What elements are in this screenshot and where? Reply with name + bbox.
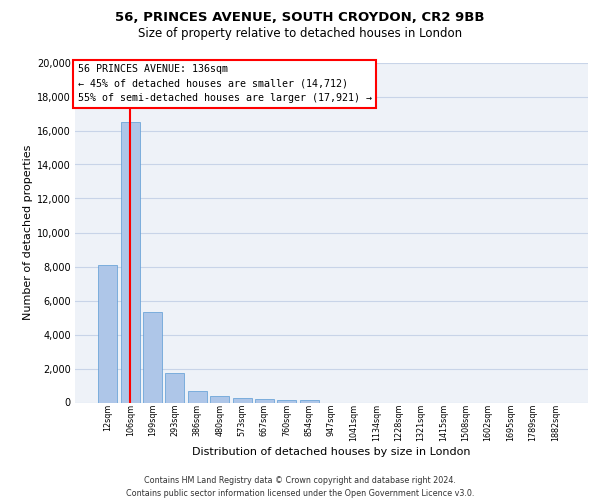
Text: Size of property relative to detached houses in London: Size of property relative to detached ho… <box>138 28 462 40</box>
Text: 56 PRINCES AVENUE: 136sqm
← 45% of detached houses are smaller (14,712)
55% of s: 56 PRINCES AVENUE: 136sqm ← 45% of detac… <box>77 64 371 103</box>
X-axis label: Distribution of detached houses by size in London: Distribution of detached houses by size … <box>192 447 471 457</box>
Bar <box>143 312 162 402</box>
Bar <box>210 396 229 402</box>
Bar <box>121 122 140 402</box>
Bar <box>166 373 184 402</box>
Bar <box>255 399 274 402</box>
Bar <box>98 265 118 402</box>
Text: Contains HM Land Registry data © Crown copyright and database right 2024.
Contai: Contains HM Land Registry data © Crown c… <box>126 476 474 498</box>
Bar <box>188 390 207 402</box>
Bar <box>277 400 296 402</box>
Bar <box>233 398 251 402</box>
Text: 56, PRINCES AVENUE, SOUTH CROYDON, CR2 9BB: 56, PRINCES AVENUE, SOUTH CROYDON, CR2 9… <box>115 11 485 24</box>
Bar <box>299 400 319 402</box>
Y-axis label: Number of detached properties: Number of detached properties <box>23 145 33 320</box>
